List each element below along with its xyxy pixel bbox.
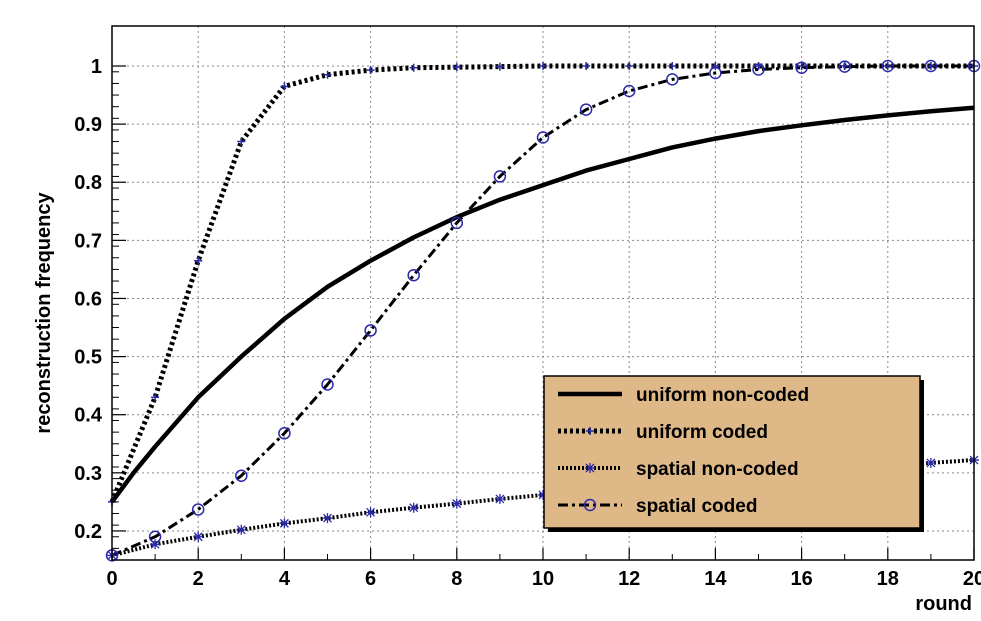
data-point: [622, 84, 636, 98]
data-point: [148, 530, 162, 544]
legend-label: uniform coded: [636, 422, 768, 443]
data-point: [236, 524, 247, 535]
data-point: [365, 507, 376, 518]
data-point: [625, 62, 634, 70]
data-point: [408, 502, 419, 513]
y-tick-label: 0.2: [74, 521, 102, 543]
x-tick-label: 2: [193, 568, 204, 590]
data-point: [150, 539, 161, 550]
y-tick-label: 0.7: [74, 230, 102, 252]
data-point: [323, 70, 332, 79]
data-point: [151, 393, 160, 402]
x-tick-label: 6: [365, 568, 376, 590]
legend-label: spatial coded: [636, 496, 757, 517]
data-point: [795, 61, 808, 74]
data-point: [539, 62, 547, 70]
x-tick-label: 10: [532, 568, 554, 590]
data-point: [494, 493, 505, 504]
legend-box: [543, 375, 921, 529]
data-point: [321, 378, 334, 391]
data-point: [711, 62, 720, 70]
data-point: [322, 513, 333, 524]
legend-marker: [585, 463, 595, 473]
x-tick-label: 20: [963, 568, 981, 590]
data-point: [582, 62, 591, 70]
data-point: [881, 59, 895, 73]
data-point: [191, 503, 205, 516]
data-point: [194, 256, 203, 265]
y-tick-label: 0.3: [74, 463, 102, 485]
y-tick-label: 0.5: [74, 347, 102, 369]
data-point: [364, 324, 377, 337]
series-line-0: [110, 105, 975, 504]
x-tick-label: 16: [790, 568, 812, 590]
legend-label: spatial non-coded: [636, 459, 799, 480]
legend: uniform non-coded uniform coded spatial no…: [543, 375, 924, 532]
x-tick-label: 4: [279, 568, 291, 590]
x-tick-label: 18: [877, 568, 899, 590]
legend-marker: [586, 427, 594, 435]
data-point: [752, 63, 765, 76]
legend-marker: [583, 498, 597, 512]
data-point: [838, 60, 851, 73]
data-point: [366, 66, 375, 75]
data-point: [495, 62, 504, 71]
data-point: [579, 103, 593, 116]
y-tick-label: 0.6: [74, 288, 102, 310]
data-point: [493, 170, 507, 183]
data-point: [797, 62, 806, 70]
data-point: [235, 469, 248, 482]
x-tick-label: 8: [451, 568, 462, 590]
data-point: [451, 498, 462, 509]
data-point: [450, 216, 464, 230]
axes: 0 2 4 6 8 10 12 14 16 18 20 0.2 0.3 0.4 0.5 0.6 0.7 0.8 0.…: [74, 56, 981, 590]
data-point: [840, 62, 849, 70]
data-point: [666, 73, 679, 86]
data-point: [925, 457, 936, 468]
data-point: [280, 82, 289, 91]
data-point: [407, 268, 420, 282]
data-point: [409, 63, 418, 72]
data-point: [538, 489, 548, 500]
series-line-3: [111, 64, 974, 557]
data-point: [668, 62, 677, 70]
data-point: [452, 63, 461, 72]
data-point: [536, 131, 550, 144]
data-point: [883, 62, 892, 70]
data-point: [193, 531, 204, 542]
x-tick-label: 14: [704, 568, 727, 590]
data-point: [709, 66, 722, 80]
y-tick-label: 0.4: [74, 405, 103, 427]
y-tick-label: 0.9: [74, 114, 102, 136]
data-point: [279, 518, 290, 529]
data-point: [237, 137, 246, 146]
data-point: [926, 62, 935, 70]
y-axis-label: reconstruction frequency: [33, 192, 55, 434]
data-point: [924, 59, 938, 73]
legend-label: uniform non-coded: [636, 385, 809, 406]
data-point: [278, 427, 291, 440]
x-axis-label: round: [915, 593, 972, 615]
y-tick-label: 0.8: [74, 172, 102, 194]
x-tick-label: 0: [106, 568, 117, 590]
x-tick-label: 12: [618, 568, 640, 590]
y-tick-label: 1: [91, 56, 102, 78]
